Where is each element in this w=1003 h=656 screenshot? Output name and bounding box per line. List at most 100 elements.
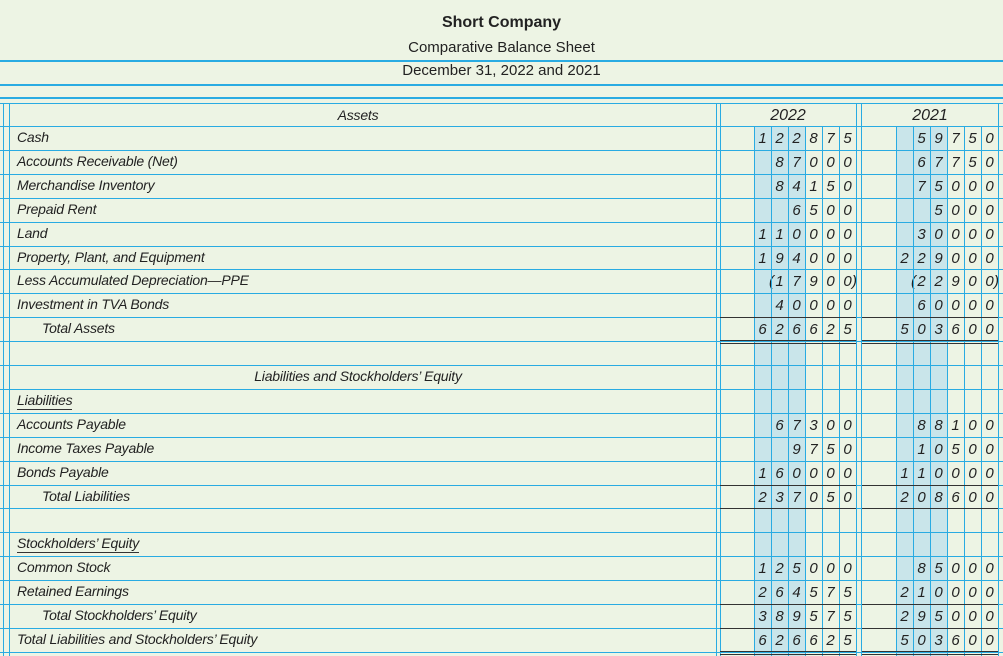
digit: 7 bbox=[826, 584, 835, 602]
column-header-2021: 2021 bbox=[912, 107, 948, 124]
digit: 0 bbox=[809, 560, 818, 578]
table-row: Common Stock 1 2 5 0 0 0 8 5 0 0 0 bbox=[0, 556, 1003, 580]
table-row bbox=[0, 651, 1003, 656]
double-underline bbox=[862, 340, 998, 345]
total-rule bbox=[720, 317, 856, 319]
row-label: Merchandise Inventory bbox=[17, 176, 155, 193]
digit: 0 bbox=[843, 153, 852, 171]
digit: 0 bbox=[985, 560, 994, 578]
digit: 0 bbox=[843, 201, 852, 219]
total-rule bbox=[862, 604, 998, 605]
digit: 0 bbox=[826, 153, 835, 171]
grid-line bbox=[720, 103, 721, 656]
digit: 9 bbox=[934, 130, 943, 147]
digit: 6 bbox=[792, 631, 801, 649]
digit: 0 bbox=[985, 584, 994, 602]
digit: 5 bbox=[934, 560, 943, 578]
digit: 3 bbox=[758, 608, 767, 625]
column-header-row: Assets 2022 2021 bbox=[0, 103, 1003, 127]
digit: 2 bbox=[775, 130, 784, 147]
grid-line bbox=[930, 126, 931, 656]
row-label: Less Accumulated Depreciation—PPE bbox=[17, 272, 249, 289]
grid-line bbox=[9, 103, 10, 656]
header-divider bbox=[0, 97, 1003, 99]
digit: 7 bbox=[826, 130, 835, 147]
total-rule bbox=[720, 627, 856, 629]
digit: 7 bbox=[792, 488, 801, 506]
digit: 0 bbox=[809, 488, 818, 506]
digit: 6 bbox=[792, 201, 801, 219]
digit: 0 bbox=[968, 631, 977, 649]
digit: 3 bbox=[934, 631, 943, 649]
total-rule bbox=[862, 508, 998, 510]
digit: 4 bbox=[775, 297, 784, 315]
digit: 0 bbox=[985, 321, 994, 339]
row-label: Stockholders’ Equity bbox=[17, 535, 140, 554]
digit: 0 bbox=[843, 297, 852, 315]
grid-line bbox=[771, 126, 772, 656]
total-rule bbox=[862, 627, 998, 629]
table-row: Property, Plant, and Equipment 1 9 4 0 0 0 2 2 9 0… bbox=[0, 245, 1003, 270]
digit: 2 bbox=[900, 584, 909, 602]
digit: 0 bbox=[934, 584, 943, 602]
row-label: Accounts Receivable (Net) bbox=[17, 152, 178, 169]
grid-line bbox=[981, 126, 982, 656]
digit: 6 bbox=[775, 584, 784, 602]
digit: 1 bbox=[775, 273, 784, 291]
digit: 0 bbox=[985, 608, 994, 625]
digit: 0 bbox=[985, 153, 994, 171]
grid-line bbox=[788, 126, 789, 656]
digit: 1 bbox=[917, 584, 926, 602]
column-header-2022: 2022 bbox=[770, 107, 806, 124]
digit: 0 bbox=[968, 249, 977, 267]
double-underline bbox=[862, 650, 998, 655]
digit: 0 bbox=[843, 488, 852, 506]
digit: 1 bbox=[951, 416, 960, 434]
digit: 5 bbox=[843, 130, 852, 147]
digit: 4 bbox=[792, 249, 801, 267]
digit: 0 bbox=[934, 297, 943, 315]
digit: 6 bbox=[951, 488, 960, 506]
digit: 2 bbox=[917, 273, 926, 291]
digit: 2 bbox=[775, 560, 784, 578]
digit: 5 bbox=[826, 488, 835, 506]
total-rule bbox=[862, 317, 998, 319]
digit: 0 bbox=[968, 273, 977, 291]
digit: 0 bbox=[985, 201, 994, 219]
digit: 5 bbox=[843, 321, 852, 339]
statement-date: December 31, 2022 and 2021 bbox=[402, 62, 601, 79]
digit: 0 bbox=[985, 177, 994, 195]
digit: 1 bbox=[775, 225, 784, 243]
digit: 0 bbox=[843, 225, 852, 243]
digit: 5 bbox=[843, 631, 852, 649]
digit: 7 bbox=[934, 153, 943, 171]
digit: 2 bbox=[900, 608, 909, 625]
digit: 0 bbox=[968, 560, 977, 578]
company-name: Short Company bbox=[441, 14, 562, 31]
digit: 0 bbox=[951, 177, 960, 195]
digit: 0 bbox=[968, 321, 977, 339]
digit: 0 bbox=[826, 416, 835, 434]
digit: 6 bbox=[792, 321, 801, 339]
digit: 2 bbox=[775, 631, 784, 649]
digit: 0 bbox=[934, 464, 943, 482]
digit: 9 bbox=[917, 608, 926, 625]
digit: 0 bbox=[951, 608, 960, 625]
digit: 5 bbox=[843, 584, 852, 602]
digit: 0 bbox=[826, 249, 835, 267]
digit: 7 bbox=[792, 273, 801, 291]
grid-line bbox=[913, 126, 914, 656]
digit: 0 bbox=[985, 464, 994, 482]
shade-band-2021 bbox=[896, 126, 947, 656]
digit: 1 bbox=[900, 464, 909, 482]
grid-line bbox=[896, 126, 897, 656]
digit: 8 bbox=[775, 608, 784, 625]
digit: 3 bbox=[775, 488, 784, 506]
digit: 2 bbox=[917, 249, 926, 267]
table-row: Income Taxes Payable 9 7 5 0 1 0 5 0 0 bbox=[0, 436, 1003, 461]
total-rule bbox=[720, 604, 856, 605]
row-label: Prepaid Rent bbox=[17, 200, 97, 217]
digit: 8 bbox=[917, 560, 926, 578]
digit: 2 bbox=[900, 488, 909, 506]
digit: 5 bbox=[809, 608, 818, 625]
